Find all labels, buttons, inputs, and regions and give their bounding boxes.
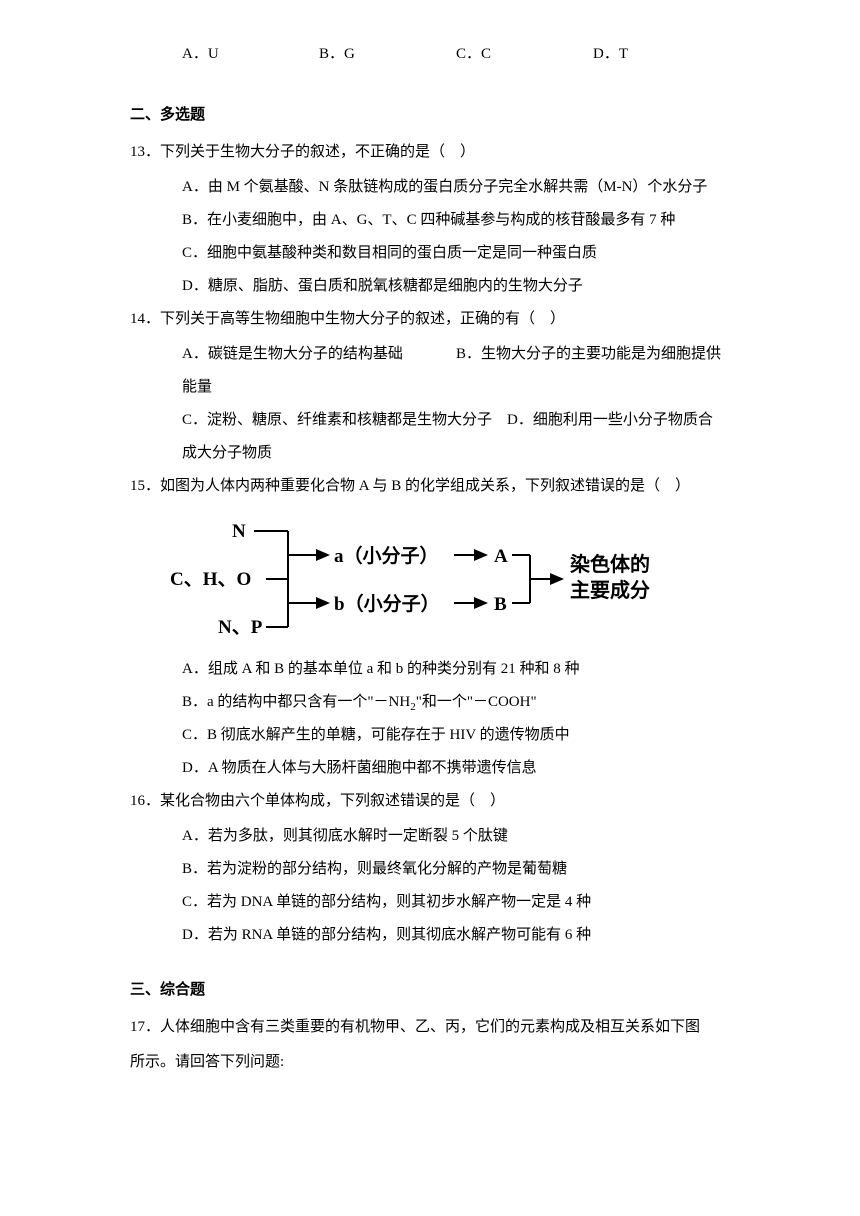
q14-opt-c: C．淀粉、糖原、纤维素和核糖都是生物大分子 bbox=[182, 412, 492, 428]
q13-opt-c: C．细胞中氨基酸种类和数目相同的蛋白质一定是同一种蛋白质 bbox=[130, 237, 730, 270]
diagram-svg: N C、H、O N、P a（小分子） b（小分子） A B 染色体的 主要成分 bbox=[170, 513, 690, 643]
q15-opt-b-mid: "和一个"－COOH" bbox=[416, 694, 537, 710]
diag-big-a: A bbox=[494, 546, 508, 567]
q14: 14．下列关于高等生物细胞中生物大分子的叙述，正确的有（ ） bbox=[130, 303, 730, 336]
q14-opt-b-cont: 能量 bbox=[130, 371, 730, 404]
diag-b-small: b（小分子） bbox=[334, 592, 440, 615]
q15-opt-b: B．a 的结构中都只含有一个"－NH2"和一个"－COOH" bbox=[130, 686, 730, 719]
q17-num: 17． bbox=[130, 1019, 160, 1035]
q13: 13．下列关于生物大分子的叙述，不正确的是（ ） bbox=[130, 136, 730, 169]
q13-num: 13． bbox=[130, 144, 160, 160]
diag-n-top: N bbox=[232, 521, 246, 542]
q15-opt-a: A．组成 A 和 B 的基本单位 a 和 b 的种类分别有 21 种和 8 种 bbox=[130, 653, 730, 686]
q13-stem: 下列关于生物大分子的叙述，不正确的是（ ） bbox=[160, 144, 475, 160]
q16-opt-b: B．若为淀粉的部分结构，则最终氧化分解的产物是葡萄糖 bbox=[130, 853, 730, 886]
q14-opt-a: A．碳链是生物大分子的结构基础 bbox=[182, 338, 456, 371]
q16-opt-a: A．若为多肽，则其彻底水解时一定断裂 5 个肽键 bbox=[130, 820, 730, 853]
q17-cont: 所示。请回答下列问题: bbox=[130, 1046, 730, 1079]
diag-cho: C、H、O bbox=[170, 569, 251, 590]
q14-num: 14． bbox=[130, 311, 160, 327]
q14-opts-row1: A．碳链是生物大分子的结构基础 B．生物大分子的主要功能是为细胞提供 bbox=[130, 338, 730, 371]
q16-opt-c: C．若为 DNA 单链的部分结构，则其初步水解产物一定是 4 种 bbox=[130, 886, 730, 919]
q13-opt-a: A．由 M 个氨基酸、N 条肽链构成的蛋白质分子完全水解共需（M-N）个水分子 bbox=[130, 171, 730, 204]
q15-diagram: N C、H、O N、P a（小分子） b（小分子） A B 染色体的 主要成分 bbox=[170, 513, 690, 643]
top-options-row: A．U B．G C．C D．T bbox=[130, 38, 730, 71]
q15-opt-b-pre: B．a 的结构中都只含有一个"－NH bbox=[182, 694, 410, 710]
q16-stem: 某化合物由六个单体构成，下列叙述错误的是（ ） bbox=[160, 793, 505, 809]
q14-opt-d-cont: 成大分子物质 bbox=[130, 437, 730, 470]
option-b: B．G bbox=[319, 38, 456, 71]
section-3-heading: 三、综合题 bbox=[130, 974, 730, 1007]
diag-out1: 染色体的 bbox=[570, 552, 650, 576]
q15: 15．如图为人体内两种重要化合物 A 与 B 的化学组成关系，下列叙述错误的是（… bbox=[130, 470, 730, 503]
q15-opt-c: C．B 彻底水解产生的单糖，可能存在于 HIV 的遗传物质中 bbox=[130, 719, 730, 752]
q14-opts-row2: C．淀粉、糖原、纤维素和核糖都是生物大分子 D．细胞利用一些小分子物质合 bbox=[130, 404, 730, 437]
q15-num: 15． bbox=[130, 478, 160, 494]
q16-num: 16． bbox=[130, 793, 160, 809]
q13-opt-d: D．糖原、脂肪、蛋白质和脱氧核糖都是细胞内的生物大分子 bbox=[130, 270, 730, 303]
q14-opt-d: D．细胞利用一些小分子物质合 bbox=[507, 412, 713, 428]
q14-opt-b: B．生物大分子的主要功能是为细胞提供 bbox=[456, 338, 730, 371]
q17: 17．人体细胞中含有三类重要的有机物甲、乙、丙，它们的元素构成及相互关系如下图 bbox=[130, 1011, 730, 1044]
q16-opt-d: D．若为 RNA 单链的部分结构，则其彻底水解产物可能有 6 种 bbox=[130, 919, 730, 952]
diag-a-small: a（小分子） bbox=[334, 544, 439, 567]
q13-opt-b: B．在小麦细胞中，由 A、G、T、C 四种碱基参与构成的核苷酸最多有 7 种 bbox=[130, 204, 730, 237]
q16: 16．某化合物由六个单体构成，下列叙述错误的是（ ） bbox=[130, 785, 730, 818]
q15-stem: 如图为人体内两种重要化合物 A 与 B 的化学组成关系，下列叙述错误的是（ ） bbox=[160, 478, 690, 494]
option-a: A．U bbox=[182, 38, 319, 71]
q17-stem: 人体细胞中含有三类重要的有机物甲、乙、丙，它们的元素构成及相互关系如下图 bbox=[160, 1019, 700, 1035]
diag-out2: 主要成分 bbox=[570, 578, 650, 602]
section-2-heading: 二、多选题 bbox=[130, 99, 730, 132]
option-d: D．T bbox=[593, 38, 730, 71]
q14-stem: 下列关于高等生物细胞中生物大分子的叙述，正确的有（ ） bbox=[160, 311, 565, 327]
q15-opt-d: D．A 物质在人体与大肠杆菌细胞中都不携带遗传信息 bbox=[130, 752, 730, 785]
spacer bbox=[130, 952, 730, 964]
diag-big-b: B bbox=[494, 594, 507, 615]
diag-np: N、P bbox=[218, 617, 263, 638]
option-c: C．C bbox=[456, 38, 593, 71]
